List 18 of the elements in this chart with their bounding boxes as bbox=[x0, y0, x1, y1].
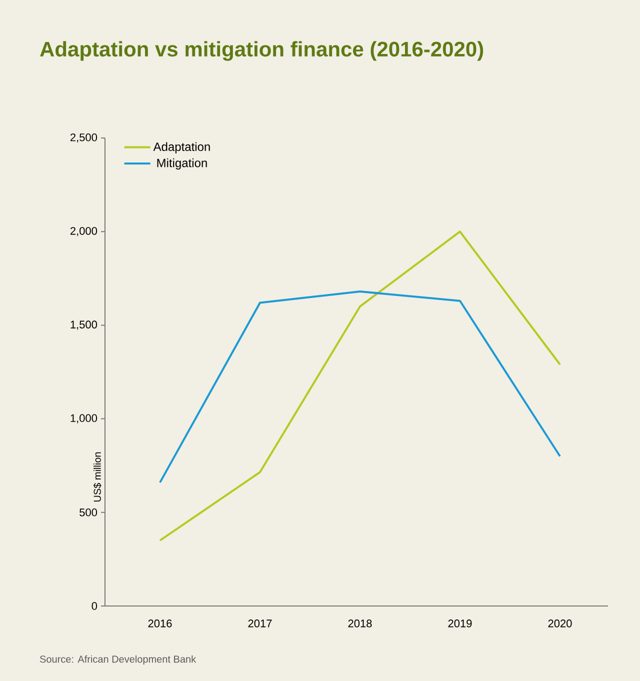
chart-title: Adaptation vs mitigation finance (2016-2020) bbox=[40, 41, 484, 61]
y-tick-label: 1,500 bbox=[70, 320, 98, 330]
x-tick-label: 2016 bbox=[148, 620, 172, 628]
line-series bbox=[158, 290, 561, 484]
x-tick-label: 2019 bbox=[448, 620, 472, 628]
y-axis-title: US$ million bbox=[93, 452, 102, 502]
x-tick-label: 2017 bbox=[248, 620, 272, 628]
y-tick-label: 1,000 bbox=[70, 414, 98, 424]
legend-label: Mitigation bbox=[157, 158, 207, 170]
line-series bbox=[158, 230, 561, 542]
y-tick-label: 0 bbox=[92, 602, 98, 610]
y-tick-label: 2,500 bbox=[70, 133, 98, 143]
x-tick-label: 2018 bbox=[348, 620, 372, 628]
source-note: Source: African Development Bank bbox=[40, 655, 196, 665]
y-tick-label: 500 bbox=[80, 508, 98, 516]
legend-label: Adaptation bbox=[153, 142, 210, 154]
y-tick-label: 2,000 bbox=[70, 227, 98, 236]
x-tick-label: 2020 bbox=[548, 620, 572, 628]
